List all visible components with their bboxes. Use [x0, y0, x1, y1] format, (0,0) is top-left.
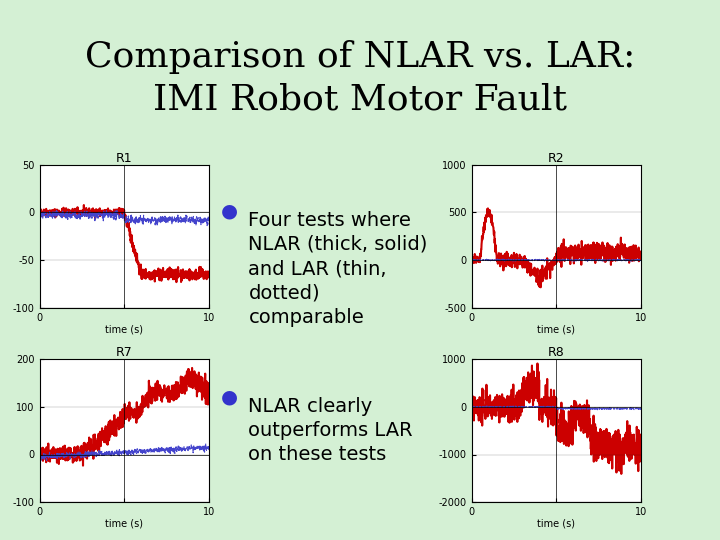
X-axis label: time (s): time (s)	[537, 324, 575, 334]
Text: ●: ●	[220, 201, 238, 220]
Title: R1: R1	[116, 152, 132, 165]
Text: Comparison of NLAR vs. LAR:: Comparison of NLAR vs. LAR:	[85, 40, 635, 73]
Title: R8: R8	[548, 346, 564, 359]
Title: R7: R7	[116, 346, 132, 359]
X-axis label: time (s): time (s)	[105, 518, 143, 529]
Text: Four tests where
NLAR (thick, solid)
and LAR (thin,
dotted)
comparable: Four tests where NLAR (thick, solid) and…	[248, 211, 428, 327]
X-axis label: time (s): time (s)	[105, 324, 143, 334]
Text: NLAR clearly
outperforms LAR
on these tests: NLAR clearly outperforms LAR on these te…	[248, 397, 413, 464]
X-axis label: time (s): time (s)	[537, 518, 575, 529]
Title: R2: R2	[548, 152, 564, 165]
Text: ●: ●	[220, 387, 238, 407]
Text: IMI Robot Motor Fault: IMI Robot Motor Fault	[153, 83, 567, 117]
